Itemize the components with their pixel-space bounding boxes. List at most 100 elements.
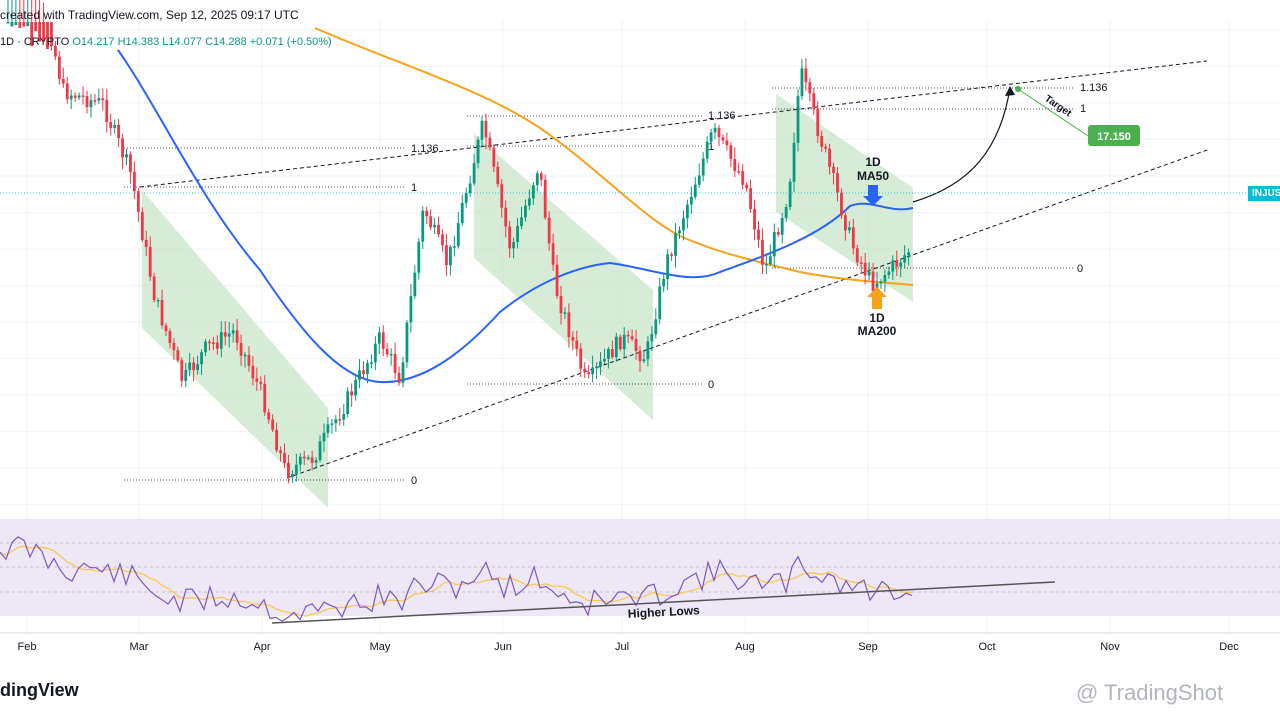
candle-body: [381, 332, 385, 349]
candle-body: [879, 281, 883, 284]
candle-body: [587, 372, 591, 375]
candle-body: [476, 139, 480, 164]
candle-body: [468, 183, 472, 194]
candle-body: [745, 184, 749, 189]
x-tick-label: Jun: [494, 641, 512, 653]
ma50-down-arrow-icon: [863, 185, 883, 206]
candle-body: [713, 127, 717, 133]
change-value: +0.071 (+0.50%): [249, 36, 332, 48]
fib-label: 1: [411, 182, 417, 194]
candle-body: [247, 354, 251, 366]
candle-body: [180, 360, 184, 381]
candle-body: [662, 278, 666, 287]
candle-body: [34, 22, 38, 32]
x-tick-label: Apr: [253, 641, 270, 653]
candle-body: [121, 138, 124, 158]
fib-label: 1.136: [411, 143, 439, 155]
candle-body: [670, 254, 673, 256]
descending-channels: [142, 94, 913, 508]
candle-body: [563, 312, 567, 314]
candle-body: [666, 254, 670, 279]
candle-body: [176, 350, 180, 361]
candle-body: [800, 68, 804, 97]
candle-body: [836, 173, 839, 193]
open-value: O14.217: [72, 36, 115, 48]
candle-body: [109, 122, 113, 129]
candle-body: [184, 369, 188, 381]
ma200-line: [314, 27, 914, 286]
candle-body: [551, 243, 555, 265]
candle-body: [859, 262, 863, 264]
symbol-label: 1D · CRYPTO: [0, 36, 70, 48]
x-tick-label: Aug: [735, 641, 755, 653]
ohlc-legend: 1D · CRYPTO O14.217 H14.383 L14.077 C14.…: [0, 36, 332, 48]
candle-body: [129, 154, 132, 172]
candle-body: [682, 218, 685, 231]
candle-body: [689, 196, 693, 205]
candle-body: [595, 366, 598, 369]
candle-body: [212, 342, 215, 345]
candle-body: [77, 95, 81, 98]
candle-body: [362, 370, 365, 375]
candle-body: [208, 341, 211, 344]
candle-body: [227, 333, 231, 337]
candle-body: [322, 432, 326, 442]
candle-body: [81, 95, 85, 97]
fib-label: 1: [708, 141, 714, 153]
ma50-label: MA50: [857, 169, 889, 183]
candle-body: [69, 95, 73, 100]
candle-body: [188, 362, 192, 370]
candle-body: [251, 365, 255, 379]
higher-lows-label: Higher Lows: [627, 603, 700, 621]
candle-body: [709, 132, 713, 142]
candle-body: [737, 171, 741, 173]
candle-body: [812, 93, 816, 109]
candle-body: [196, 364, 199, 371]
candle-body: [741, 171, 745, 185]
candle-body: [405, 322, 409, 363]
candle-body: [887, 271, 891, 276]
candle-body: [283, 452, 286, 463]
candle-body: [46, 22, 49, 49]
candle-body: [42, 22, 45, 42]
candle-body: [259, 381, 263, 384]
candle-body: [452, 246, 456, 248]
candle-body: [275, 429, 278, 451]
candle-body: [508, 226, 512, 249]
target-price-box: [1088, 125, 1140, 146]
candle-body: [804, 68, 808, 83]
candle-body: [784, 206, 788, 218]
candle-body: [753, 208, 756, 230]
candle-body: [583, 368, 587, 373]
candle-body: [346, 391, 350, 415]
channel-feb-apr: [142, 190, 328, 508]
candle-body: [401, 362, 405, 383]
candle-body: [816, 108, 820, 137]
candle-body: [729, 145, 733, 159]
candle-body: [164, 325, 168, 332]
candle-body: [310, 457, 314, 463]
candle-body: [140, 211, 144, 240]
candle-body: [828, 148, 831, 167]
candle-body: [579, 348, 583, 369]
candle-body: [389, 353, 393, 356]
candle-body: [30, 22, 34, 47]
channel-may-jul: [474, 134, 653, 420]
low-value: L14.077: [162, 36, 203, 48]
candle-body: [844, 215, 847, 231]
candle-body: [539, 173, 543, 180]
candle-body: [192, 362, 196, 371]
candle-body: [725, 140, 729, 146]
rsi-ma-line: [0, 545, 913, 617]
candle-body: [429, 216, 433, 228]
candle-body: [899, 262, 903, 267]
projection-arrow: [912, 87, 1011, 203]
fib-label: 0: [411, 475, 417, 487]
candle-body: [271, 419, 275, 430]
candle-body: [705, 141, 709, 159]
candle-body: [38, 22, 41, 42]
candle-body: [472, 163, 476, 184]
tradingview-logo: dingView: [0, 680, 79, 700]
candle-body: [780, 217, 784, 235]
